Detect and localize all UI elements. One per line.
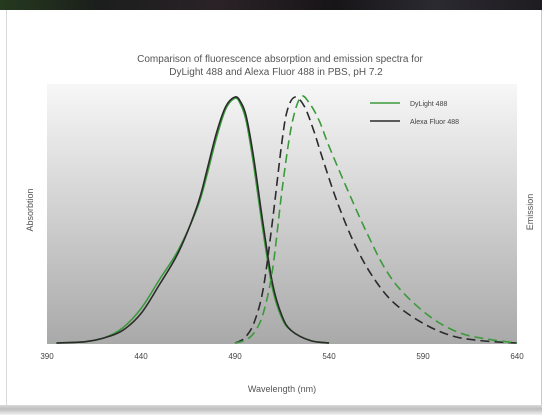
alexa-fluor-488-absorption-curve xyxy=(56,96,330,344)
legend-label-alexa: Alexa Fluor 488 xyxy=(410,119,459,126)
plot-background xyxy=(47,84,517,344)
top-photo-strip xyxy=(0,0,542,10)
chart-subtitle: DyLight 488 and Alexa Fluor 488 in PBS, … xyxy=(169,67,383,78)
legend-label-dylight: DyLight 488 xyxy=(410,101,447,108)
legend: DyLight 488 Alexa Fluor 488 xyxy=(370,101,459,126)
x-tick-label: 440 xyxy=(134,352,148,361)
alexa-fluor-488-emission-curve xyxy=(234,96,518,344)
chart-title: Comparison of fluorescence absorption an… xyxy=(137,54,423,65)
x-tick-label: 390 xyxy=(40,352,54,361)
y-axis-label-left: Absorbtion xyxy=(25,188,35,231)
bottom-shadow xyxy=(0,405,542,415)
x-tick-label: 590 xyxy=(416,352,430,361)
x-axis-label: Wavelength (nm) xyxy=(248,384,316,394)
x-tick-label: 640 xyxy=(510,352,524,361)
x-tick-label: 490 xyxy=(228,352,242,361)
y-axis-label-right: Emission xyxy=(525,194,535,231)
x-axis-ticks: 390 440 490 540 590 640 xyxy=(40,352,524,361)
dylight-488-absorption-curve xyxy=(56,97,330,344)
dylight-488-emission-curve xyxy=(234,95,518,344)
spectra-curves xyxy=(56,95,518,344)
x-tick-label: 540 xyxy=(322,352,336,361)
